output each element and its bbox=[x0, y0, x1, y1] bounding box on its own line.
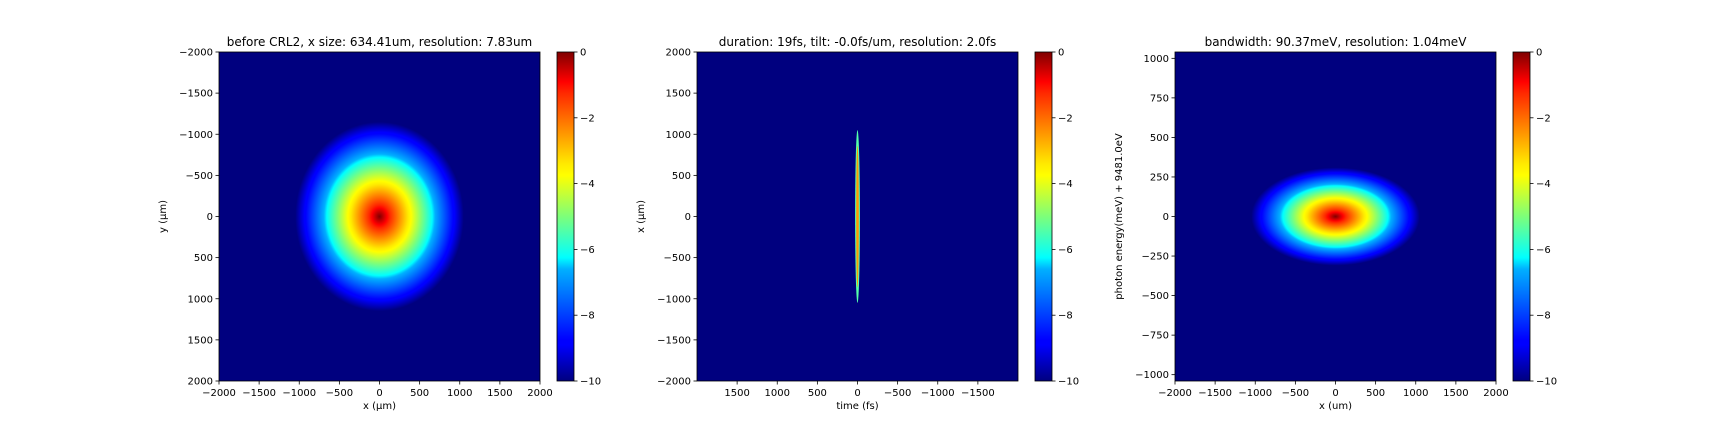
colorbar-tick-label: 0 bbox=[580, 48, 586, 59]
x-tick-label: −1000 bbox=[1238, 388, 1272, 399]
colorbar-tick-label: −2 bbox=[1536, 113, 1551, 124]
colorbar-tick-label: −6 bbox=[580, 245, 595, 256]
y-tick-label: −1000 bbox=[1135, 370, 1169, 381]
x-tick-label: 0 bbox=[854, 388, 860, 399]
x-axis-label: x (μm) bbox=[363, 401, 396, 412]
y-tick-label: 500 bbox=[194, 253, 213, 264]
y-tick-label: −500 bbox=[664, 253, 691, 264]
y-tick-label: 500 bbox=[672, 171, 691, 182]
pulse-core bbox=[856, 145, 859, 288]
x-tick-label: 1500 bbox=[487, 388, 512, 399]
y-tick-label: 1000 bbox=[1144, 54, 1169, 65]
x-tick-label: −1500 bbox=[1198, 388, 1232, 399]
y-tick-label: −500 bbox=[1142, 291, 1169, 302]
colorbar-tick-label: 0 bbox=[1058, 48, 1064, 59]
y-tick-label: −250 bbox=[1142, 252, 1169, 263]
colorbar-gradient bbox=[556, 51, 575, 382]
y-axis-label: x (μm) bbox=[636, 200, 647, 233]
x-tick-label: 0 bbox=[1332, 388, 1338, 399]
y-tick-label: 250 bbox=[1150, 172, 1169, 183]
chart-title: bandwidth: 90.37meV, resolution: 1.04meV bbox=[1205, 35, 1468, 49]
y-tick-label: 0 bbox=[685, 212, 691, 223]
panel-1: before CRL2, x size: 634.41um, resolutio… bbox=[158, 35, 601, 412]
y-tick-label: 1500 bbox=[188, 335, 213, 346]
x-tick-label: 500 bbox=[808, 388, 827, 399]
y-tick-label: −500 bbox=[186, 171, 213, 182]
colorbar-tick-label: −10 bbox=[1058, 377, 1079, 388]
x-tick-label: −1500 bbox=[242, 388, 276, 399]
y-tick-label: 0 bbox=[1163, 212, 1169, 223]
beam-spot bbox=[295, 121, 464, 312]
x-tick-label: −1500 bbox=[961, 388, 995, 399]
chart-title: duration: 19fs, tilt: -0.0fs/um, resolut… bbox=[719, 35, 997, 49]
x-tick-label: 500 bbox=[1366, 388, 1385, 399]
y-tick-label: 2000 bbox=[666, 48, 691, 59]
y-tick-label: −2000 bbox=[179, 48, 213, 59]
y-tick-label: −1500 bbox=[179, 89, 213, 100]
chart-title: before CRL2, x size: 634.41um, resolutio… bbox=[227, 35, 533, 49]
colorbar-tick-label: −8 bbox=[1536, 311, 1551, 322]
x-tick-label: 2000 bbox=[527, 388, 552, 399]
x-axis-label: time (fs) bbox=[836, 401, 878, 412]
y-tick-label: 1000 bbox=[188, 294, 213, 305]
colorbar-tick-label: −4 bbox=[1536, 179, 1551, 190]
y-axis-label: y (μm) bbox=[158, 200, 169, 233]
panel-2: duration: 19fs, tilt: -0.0fs/um, resolut… bbox=[636, 35, 1079, 412]
beam-spot bbox=[1251, 167, 1420, 266]
colorbar-tick-label: 0 bbox=[1536, 48, 1542, 59]
x-tick-label: −500 bbox=[884, 388, 911, 399]
colorbar-tick-label: −10 bbox=[580, 377, 601, 388]
x-tick-label: 0 bbox=[376, 388, 382, 399]
y-tick-label: 1000 bbox=[666, 130, 691, 141]
x-tick-label: 1500 bbox=[724, 388, 749, 399]
colorbar: 0 −2 −4 −6 −8 −10 bbox=[556, 48, 601, 388]
colorbar-tick-label: −2 bbox=[1058, 113, 1073, 124]
x-tick-label: 2000 bbox=[1483, 388, 1508, 399]
x-tick-label: 1500 bbox=[1443, 388, 1468, 399]
colorbar-tick-label: −2 bbox=[580, 113, 595, 124]
y-tick-label: 2000 bbox=[188, 377, 213, 388]
colorbar: 0 −2 −4 −6 −8 −10 bbox=[1512, 48, 1557, 388]
colorbar-tick-label: −6 bbox=[1058, 245, 1073, 256]
colorbar-tick-label: −8 bbox=[580, 311, 595, 322]
x-tick-label: 1000 bbox=[765, 388, 790, 399]
colorbar-tick-label: −6 bbox=[1536, 245, 1551, 256]
x-tick-label: 1000 bbox=[447, 388, 472, 399]
y-tick-label: −2000 bbox=[657, 377, 691, 388]
y-tick-label: 750 bbox=[1150, 93, 1169, 104]
x-tick-label: −2000 bbox=[1158, 388, 1192, 399]
x-tick-label: −1000 bbox=[282, 388, 316, 399]
colorbar-gradient bbox=[1034, 51, 1053, 382]
y-tick-label: −750 bbox=[1142, 331, 1169, 342]
colorbar-tick-label: −4 bbox=[580, 179, 595, 190]
colorbar-tick-label: −8 bbox=[1058, 311, 1073, 322]
x-axis-label: x (um) bbox=[1319, 401, 1352, 412]
panel-3: bandwidth: 90.37meV, resolution: 1.04meV… bbox=[1114, 35, 1557, 412]
colorbar: 0 −2 −4 −6 −8 −10 bbox=[1034, 48, 1079, 388]
x-tick-label: 500 bbox=[410, 388, 429, 399]
y-axis-label: photon energy(meV) + 9481.0eV bbox=[1114, 133, 1125, 300]
colorbar-tick-label: −10 bbox=[1536, 377, 1557, 388]
y-tick-label: 0 bbox=[207, 212, 213, 223]
x-tick-label: −500 bbox=[1282, 388, 1309, 399]
y-tick-label: 1500 bbox=[666, 89, 691, 100]
x-tick-label: −500 bbox=[326, 388, 353, 399]
x-tick-label: −1000 bbox=[921, 388, 955, 399]
y-tick-label: −1000 bbox=[657, 294, 691, 305]
x-tick-label: −2000 bbox=[202, 388, 236, 399]
y-tick-label: 500 bbox=[1150, 133, 1169, 144]
y-tick-label: −1000 bbox=[179, 130, 213, 141]
colorbar-gradient bbox=[1512, 51, 1531, 382]
colorbar-tick-label: −4 bbox=[1058, 179, 1073, 190]
y-tick-label: −1500 bbox=[657, 335, 691, 346]
x-tick-label: 1000 bbox=[1403, 388, 1428, 399]
